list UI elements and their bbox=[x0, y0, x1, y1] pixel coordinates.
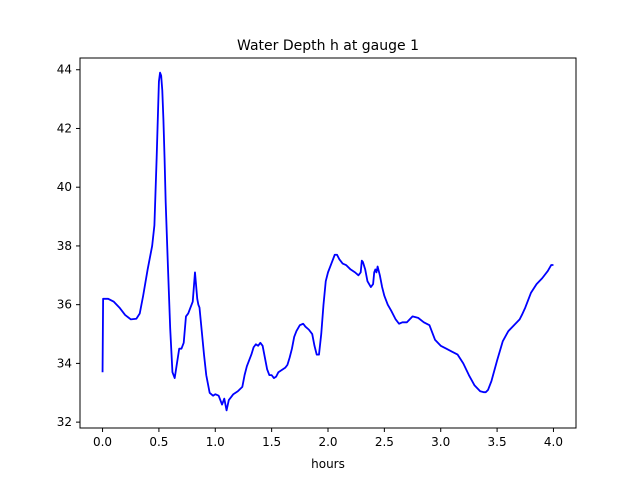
x-tick-label: 4.0 bbox=[544, 435, 563, 449]
axes-frame bbox=[79, 57, 577, 429]
x-tick-label: 1.0 bbox=[206, 435, 225, 449]
series-line-0 bbox=[101, 71, 554, 412]
y-axis-ticks: 32 34 36 38 40 42 44 bbox=[57, 63, 80, 429]
x-tick-label: 1.5 bbox=[262, 435, 281, 449]
x-tick-label: 3.5 bbox=[488, 435, 507, 449]
y-tick-label: 44 bbox=[57, 63, 72, 77]
x-tick-label: 0.5 bbox=[149, 435, 168, 449]
x-tick-label: 2.5 bbox=[375, 435, 394, 449]
y-tick-label: 38 bbox=[57, 239, 72, 253]
x-axis-ticks: 0.0 0.5 1.0 1.5 2.0 2.5 3.0 3.5 4.0 bbox=[93, 428, 563, 449]
y-tick-label: 40 bbox=[57, 180, 72, 194]
x-tick-label: 0.0 bbox=[93, 435, 112, 449]
y-tick-label: 42 bbox=[57, 121, 72, 135]
plot-area bbox=[101, 71, 554, 412]
chart-title: Water Depth h at gauge 1 bbox=[237, 38, 419, 54]
x-axis-label: hours bbox=[311, 457, 345, 471]
y-tick-label: 36 bbox=[57, 298, 72, 312]
y-tick-label: 34 bbox=[57, 356, 72, 370]
x-tick-label: 2.0 bbox=[318, 435, 337, 449]
x-tick-label: 3.0 bbox=[431, 435, 450, 449]
y-tick-label: 32 bbox=[57, 415, 72, 429]
